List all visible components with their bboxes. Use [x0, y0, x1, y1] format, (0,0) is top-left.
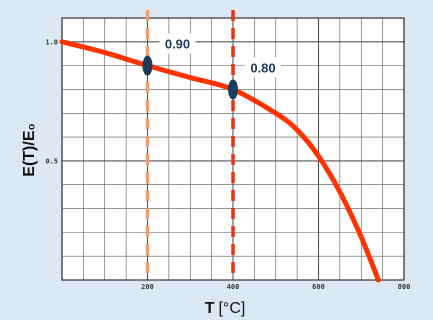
marker-label: 0.90 [165, 37, 190, 52]
marker-label-box [245, 57, 281, 78]
y-tick-label: 1.0 [45, 38, 58, 46]
marker-point [142, 55, 153, 76]
x-axis-label: T [°C] [205, 300, 246, 317]
markers: 0.90 0.80 [142, 33, 281, 100]
x-tick-labels: 200 400 600 800 [141, 283, 410, 291]
series-line [59, 39, 381, 283]
marker-lines [145, 10, 235, 280]
x-tick-label: 200 [141, 283, 154, 291]
y-axis-label: E(T)/E₀ [21, 123, 38, 176]
grid [61, 17, 405, 281]
marker-label-box [159, 33, 196, 54]
x-axis-label-symbol: T [205, 300, 215, 317]
marker-point [228, 79, 238, 100]
y-tick-labels: 1.0 0.5 [45, 38, 58, 165]
marker-label: 0.80 [250, 60, 275, 75]
y-tick-label: 0.5 [45, 157, 58, 165]
x-tick-label: 600 [312, 283, 325, 291]
x-tick-label: 800 [398, 283, 411, 291]
x-tick-label: 400 [227, 283, 240, 291]
x-axis-label-unit: [°C] [218, 300, 245, 317]
